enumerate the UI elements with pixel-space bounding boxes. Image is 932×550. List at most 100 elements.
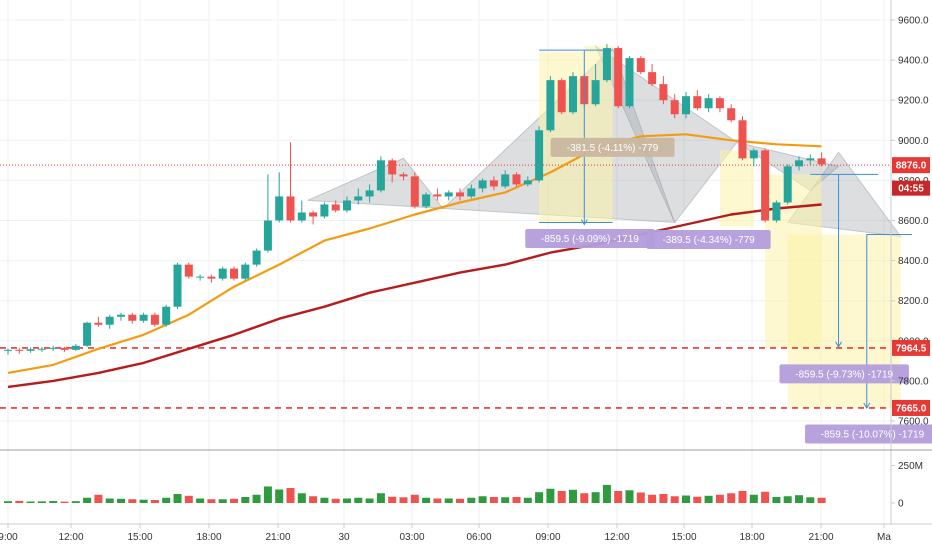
candle-body — [422, 194, 431, 207]
volume-bar — [117, 498, 125, 503]
candle-body — [602, 48, 611, 81]
candle-body — [501, 174, 510, 187]
volume-bars — [4, 485, 826, 503]
volume-bar — [795, 495, 803, 503]
volume-bar — [37, 501, 46, 503]
volume-bar — [139, 499, 148, 503]
candle-body — [399, 174, 408, 177]
measure-label: -389.5 (-4.34%) -779 — [662, 235, 755, 246]
volume-bar — [591, 492, 600, 503]
volume-bar — [422, 497, 431, 503]
volume-bar — [173, 494, 182, 503]
pattern-triangle — [307, 157, 445, 210]
candle-body — [94, 322, 103, 325]
volume-bar — [331, 498, 340, 503]
candle-body — [376, 160, 385, 191]
candles — [4, 44, 826, 355]
volume-bar — [727, 493, 736, 503]
candle-body — [297, 212, 306, 221]
candle-body — [682, 96, 690, 115]
level-price-tag: 7665.0 — [896, 403, 927, 414]
candle-body — [252, 250, 261, 265]
volume-bar — [94, 494, 103, 503]
candle-body — [512, 174, 521, 185]
volume-bar — [625, 490, 634, 503]
annotations: -381.5 (-4.11%) -779 -859.5 (-9.09%) -171… — [525, 137, 932, 444]
candle-body — [241, 264, 250, 279]
candle-body — [444, 192, 453, 197]
volume-bar — [817, 497, 826, 503]
candle-body — [275, 196, 284, 221]
volume-bar — [399, 497, 408, 503]
volume-bar — [444, 498, 453, 503]
candle-body — [591, 80, 600, 105]
candle-body — [83, 322, 92, 346]
candle-body — [772, 202, 781, 221]
volume-bar — [60, 501, 69, 503]
volume-bar — [263, 486, 272, 503]
volume-bar — [806, 497, 815, 503]
y-tick-label: 9200.0 — [898, 96, 929, 107]
candle-body — [331, 204, 340, 211]
measure-label-box — [525, 229, 655, 249]
x-tick-label: 12:00 — [58, 532, 83, 543]
x-tick-label: 15:00 — [127, 532, 152, 543]
volume-bar — [704, 495, 713, 503]
level-price-tag-box — [892, 399, 930, 416]
candle-body — [433, 194, 442, 197]
x-tick-label: 12:00 — [604, 532, 629, 543]
candle-body — [614, 48, 623, 107]
candle-body — [37, 348, 46, 350]
volume-bar — [456, 498, 464, 503]
candle-body — [783, 166, 792, 203]
x-tick-label: 30 — [338, 532, 350, 543]
measurements — [539, 49, 912, 409]
x-tick-label: Ma — [877, 532, 891, 543]
price-levels — [0, 164, 891, 409]
volume-bar — [738, 491, 747, 503]
candle-body — [60, 347, 69, 350]
candle-body — [727, 108, 736, 121]
x-tick-label: 9:00 — [0, 532, 18, 543]
current-price-tag-box — [892, 157, 930, 174]
measure-label: -381.5 (-4.11%) -779 — [567, 143, 659, 154]
volume-bar — [4, 501, 12, 503]
measure-label-box — [779, 364, 909, 384]
candle-body — [467, 188, 476, 197]
x-tick-label: 21:00 — [265, 532, 290, 543]
range-highlight — [539, 52, 585, 223]
candle-body — [309, 212, 318, 217]
y-tick-label: 9600.0 — [898, 16, 929, 27]
volume-bar — [49, 501, 58, 503]
volume-bar — [71, 501, 80, 503]
price-tags: 8876.0 04:55 7964.5 7665.0 — [892, 157, 930, 416]
candle-body — [478, 180, 487, 189]
candle-body — [817, 158, 826, 165]
volume-bar — [105, 498, 114, 503]
candle-body — [263, 220, 272, 251]
volume-bar — [682, 495, 690, 503]
candle-body — [715, 98, 724, 109]
candle-body — [546, 80, 555, 131]
x-tick-label: 21:00 — [808, 532, 833, 543]
measure-label-box — [805, 424, 932, 444]
candle-body — [557, 80, 566, 113]
candle-body — [365, 190, 374, 197]
candle-body — [535, 130, 544, 181]
volume-bar — [693, 496, 702, 503]
measure-arrow — [580, 219, 588, 226]
countdown-tag: 04:55 — [898, 184, 924, 195]
candle-body — [184, 264, 193, 277]
volume-bar — [772, 497, 781, 503]
volume-bar — [252, 494, 261, 503]
candle-body — [117, 314, 125, 317]
candle-body — [523, 180, 532, 185]
volume-bar — [478, 496, 487, 503]
y-tick-label: 7800.0 — [898, 376, 929, 387]
candle-body — [704, 98, 713, 109]
candle-body — [71, 345, 80, 350]
volume-bar — [320, 497, 329, 503]
volume-bar — [218, 499, 227, 503]
countdown-tag-box — [892, 180, 930, 196]
